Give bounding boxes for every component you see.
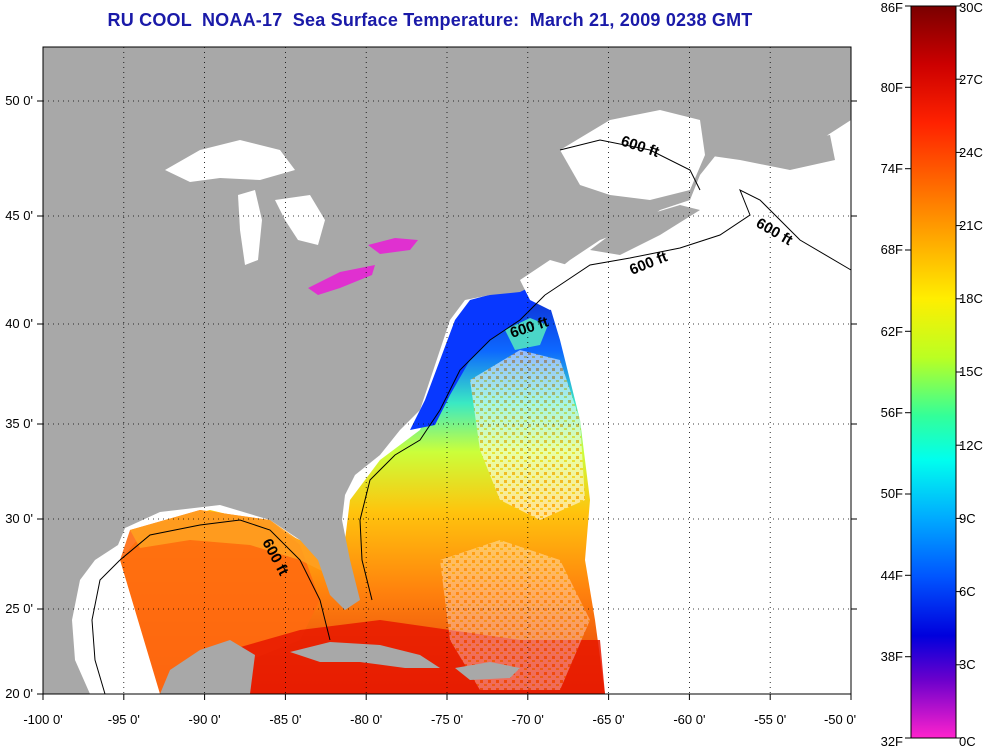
- colorbar-c-label: 0C: [959, 734, 976, 749]
- x-tick-label: -55 0': [754, 712, 786, 727]
- cloud-speckle: [470, 350, 585, 520]
- colorbar-f-label: 74F: [881, 161, 903, 176]
- y-tick-label: 30 0': [5, 511, 33, 526]
- georges-bank-sst: [505, 318, 548, 350]
- x-axis-labels: -100 0' -95 0' -90 0' -85 0' -80 0' -75 …: [23, 712, 856, 727]
- colorbar-c-label: 15C: [959, 364, 983, 379]
- gulf-maine-white: [520, 260, 585, 310]
- x-tick-label: -95 0': [108, 712, 140, 727]
- isobath-atlantic: [544, 188, 852, 296]
- hispaniola-land: [455, 662, 520, 680]
- lake-michigan: [238, 190, 262, 265]
- colorbar-f-label: 68F: [881, 242, 903, 257]
- shelf-cold-sst: [410, 288, 545, 430]
- y-tick-label: 35 0': [5, 416, 33, 431]
- x-tick-label: -75 0': [431, 712, 463, 727]
- colorbar-c-label: 6C: [959, 584, 976, 599]
- gulf-shelf-sst: [130, 510, 330, 575]
- isobath-gulf: [119, 519, 331, 641]
- y-tick-label: 50 0': [5, 93, 33, 108]
- lake-erie: [308, 265, 375, 295]
- colorbar-f-label: 56F: [881, 405, 903, 420]
- isobath-stlawrence: [559, 139, 701, 191]
- y-tick-label: 45 0': [5, 208, 33, 223]
- colorbar-c-label: 21C: [959, 218, 983, 233]
- lake-superior: [165, 140, 295, 182]
- map-title: RU COOL NOAA-17 Sea Surface Temperature:…: [107, 10, 753, 30]
- x-tick-label: -90 0': [189, 712, 221, 727]
- x-tick-label: -60 0': [673, 712, 705, 727]
- x-tick-label: -85 0': [269, 712, 301, 727]
- colorbar-c-label: 18C: [959, 291, 983, 306]
- gulf-st-lawrence: [560, 110, 705, 200]
- colorbar-f-label: 32F: [881, 734, 903, 749]
- y-tick-label: 25 0': [5, 601, 33, 616]
- x-tick-label: -70 0': [512, 712, 544, 727]
- colorbar-f-label: 44F: [881, 568, 903, 583]
- colorbar-ticks: [905, 5, 962, 739]
- isobath-contours: [91, 139, 852, 695]
- colorbar: 86F 80F 74F 68F 62F 56F 50F 44F 38F 32F …: [881, 0, 983, 749]
- lake-ontario: [368, 238, 418, 254]
- x-tick-label: -65 0': [593, 712, 625, 727]
- colorbar-f-label: 62F: [881, 324, 903, 339]
- tick-marks: [37, 100, 857, 700]
- colorbar-f-label: 50F: [881, 486, 903, 501]
- y-axis-labels: 50 0' 45 0' 40 0' 35 0' 30 0' 25 0' 20 0…: [5, 93, 33, 701]
- colorbar-c-label: 24C: [959, 145, 983, 160]
- isobath-east-coast: [359, 294, 546, 601]
- colorbar-gradient: [910, 5, 957, 739]
- colorbar-c-label: 30C: [959, 0, 983, 15]
- y-tick-label: 20 0': [5, 686, 33, 701]
- colorbar-f-label: 38F: [881, 649, 903, 664]
- cuba-land: [290, 642, 440, 668]
- colorbar-f-label: 86F: [881, 0, 903, 15]
- lake-huron: [275, 195, 325, 245]
- x-tick-label: -100 0': [23, 712, 62, 727]
- x-tick-label: -50 0': [824, 712, 856, 727]
- colorbar-c-label: 9C: [959, 511, 976, 526]
- map-layers: [43, 47, 851, 694]
- colorbar-f-label: 80F: [881, 80, 903, 95]
- colorbar-c-label: 12C: [959, 438, 983, 453]
- isobath-gulf-west: [91, 559, 121, 695]
- nova-scotia-land: [590, 205, 700, 255]
- y-tick-label: 40 0': [5, 316, 33, 331]
- cloud-speckle-2: [440, 540, 590, 690]
- newfoundland-land: [700, 70, 835, 170]
- colorbar-c-label: 3C: [959, 657, 976, 672]
- x-tick-label: -80 0': [350, 712, 382, 727]
- colorbar-c-label: 27C: [959, 72, 983, 87]
- yucatan-land: [160, 640, 255, 694]
